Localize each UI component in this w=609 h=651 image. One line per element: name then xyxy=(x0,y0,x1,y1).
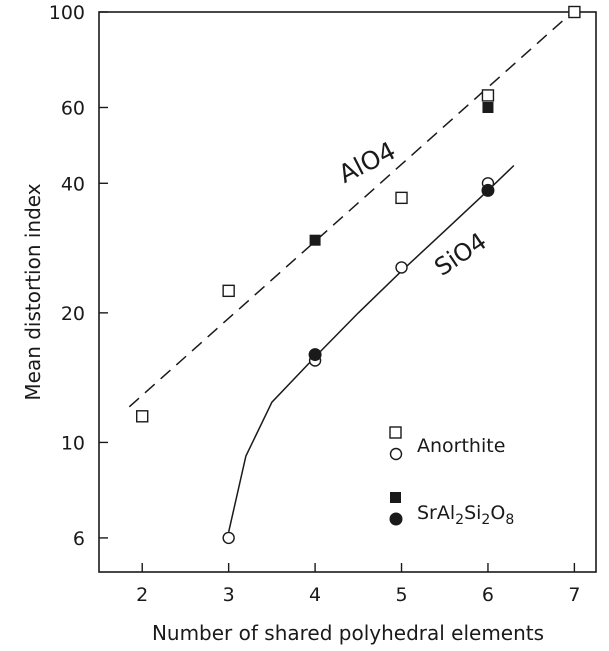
x-tick-label: 5 xyxy=(395,584,407,606)
annotation-sio4: SiO4 xyxy=(429,227,491,282)
y-tick-label: 40 xyxy=(61,173,85,195)
filled-circle-point xyxy=(308,348,322,362)
x-tick-label: 2 xyxy=(136,584,148,606)
y-tick-label: 6 xyxy=(73,528,85,550)
open-square-point xyxy=(481,89,495,102)
trend-lines xyxy=(128,5,580,532)
legend-open-circle-icon xyxy=(389,447,403,461)
open-square-point xyxy=(568,5,581,19)
open-circle-point xyxy=(222,531,235,545)
legend: Anorthite SrAl2Si2O8 xyxy=(389,426,514,528)
x-tick-label: 4 xyxy=(309,584,321,606)
filled-square-point xyxy=(482,101,494,113)
legend-open-square-icon xyxy=(389,426,402,439)
x-axis-label: Number of shared polyhedral elements xyxy=(152,621,544,645)
legend-anorthite: Anorthite xyxy=(417,435,505,457)
alo4-trend-line xyxy=(128,5,580,408)
data-points xyxy=(136,5,581,545)
y-tick-label: 100 xyxy=(49,2,85,24)
x-tick-label: 6 xyxy=(482,584,494,606)
y-axis-label: Mean distortion index xyxy=(21,183,45,400)
annotation-alo4: AlO4 xyxy=(334,136,400,189)
sio4-trend-curve xyxy=(227,164,515,532)
legend-filled-circle-icon xyxy=(389,512,403,526)
axis-ticks: 2 3 4 5 6 7 6 10 20 40 60 100 xyxy=(49,2,581,606)
y-tick-label: 10 xyxy=(61,432,85,454)
open-circle-point xyxy=(395,261,408,274)
x-tick-label: 7 xyxy=(568,584,580,606)
open-square-point xyxy=(136,410,149,423)
filled-circle-point xyxy=(481,183,495,197)
filled-square-point xyxy=(309,234,321,246)
x-tick-label: 3 xyxy=(223,584,235,606)
legend-sral2si2o8: SrAl2Si2O8 xyxy=(417,502,514,528)
open-square-point xyxy=(395,191,408,205)
plot-frame xyxy=(98,11,597,573)
y-tick-label: 60 xyxy=(61,97,85,119)
legend-filled-square-icon xyxy=(390,492,401,503)
y-tick-label: 20 xyxy=(61,303,85,325)
open-square-point xyxy=(222,284,235,298)
